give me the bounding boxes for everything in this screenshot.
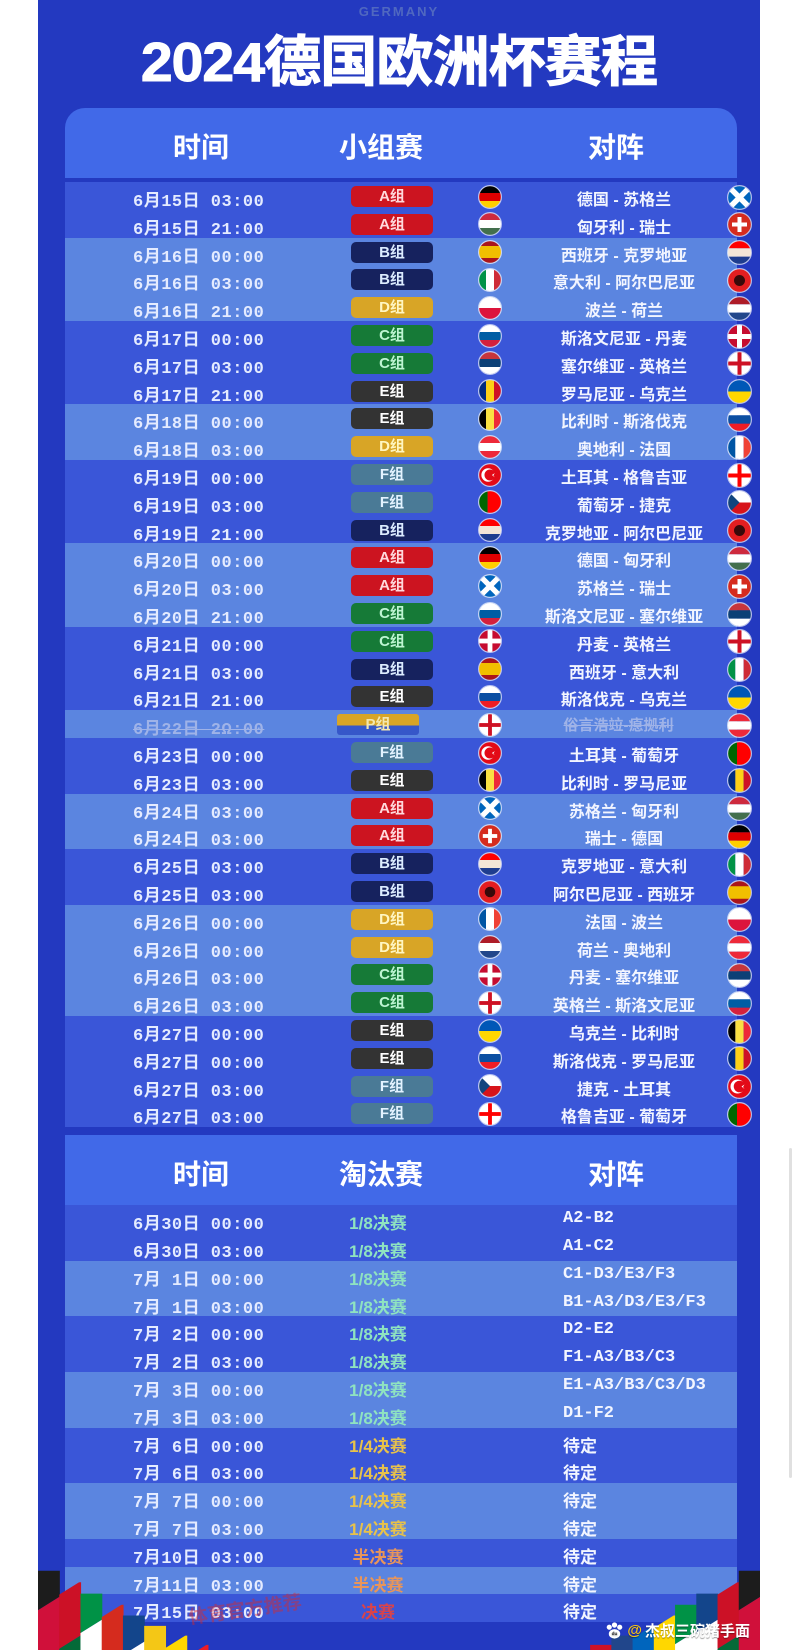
svg-text:du: du bbox=[612, 1631, 618, 1637]
